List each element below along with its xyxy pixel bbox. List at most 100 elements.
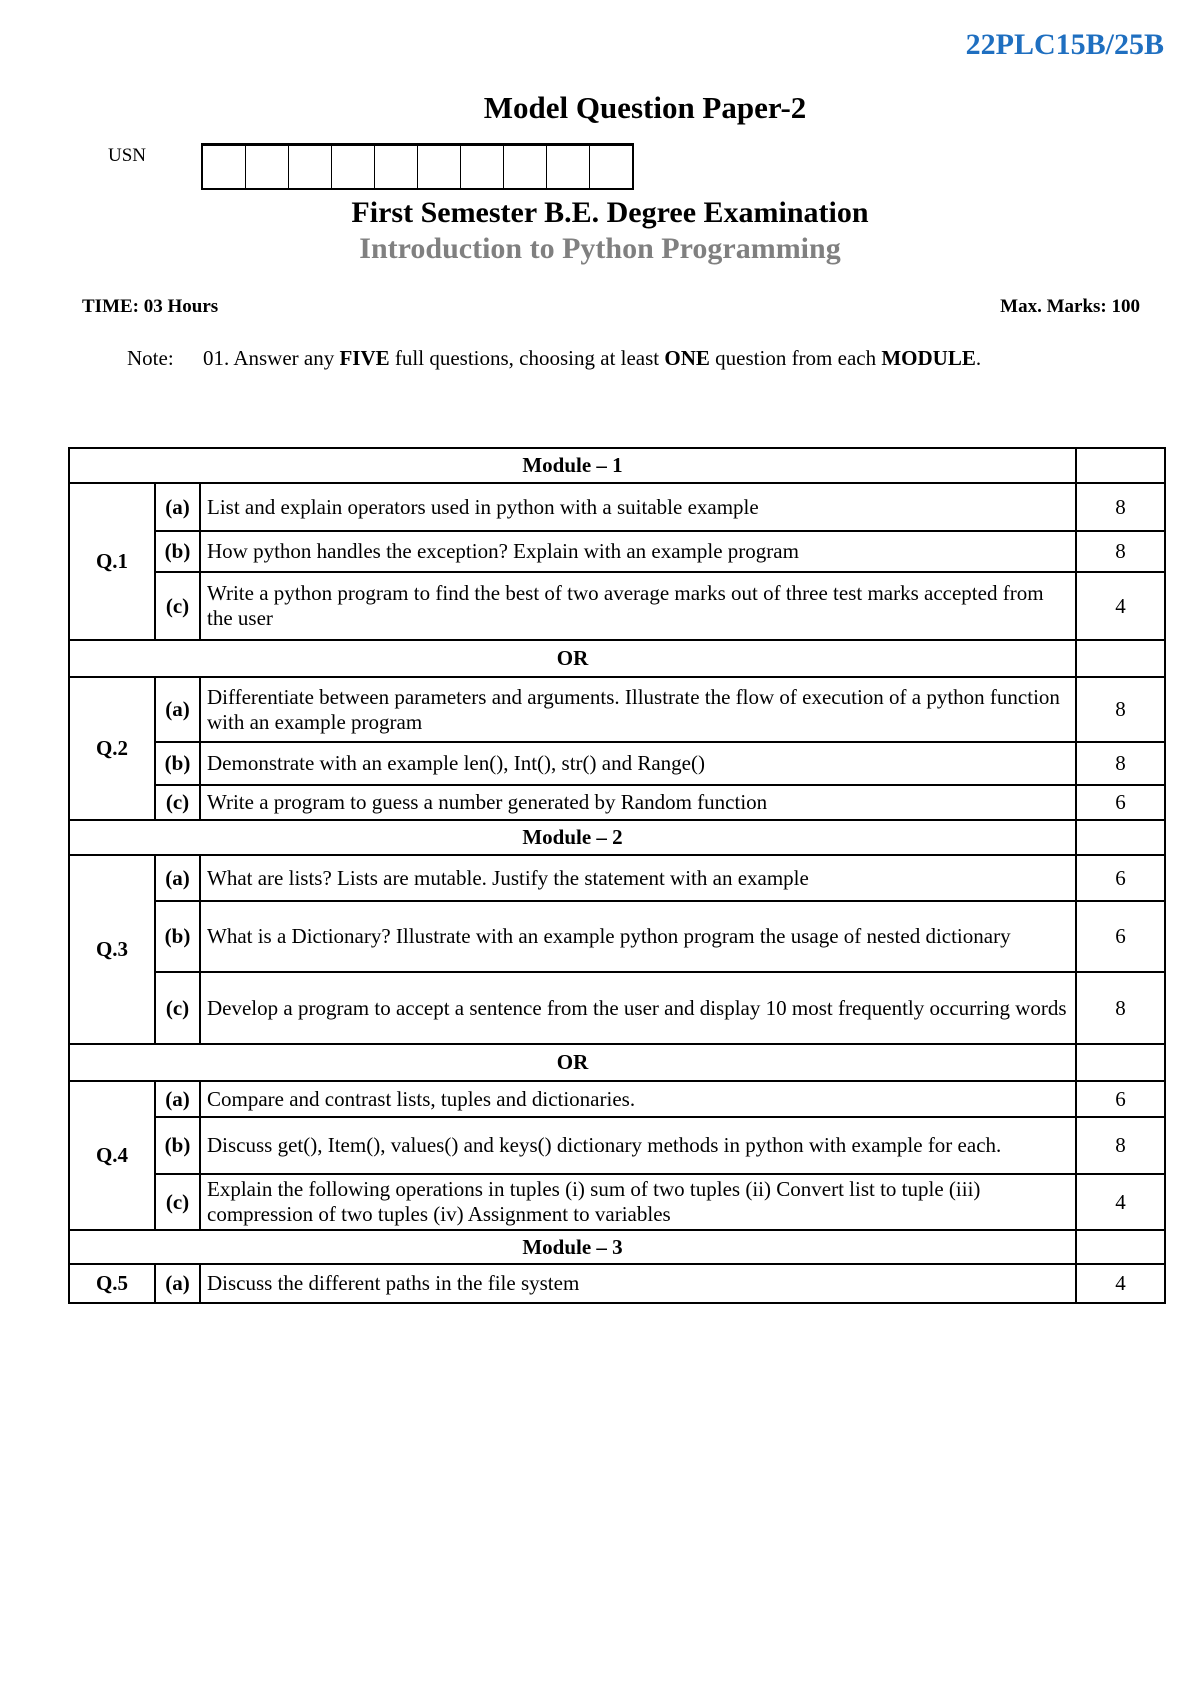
part-label: (a) [154,482,201,532]
marks-value: 8 [1075,971,1166,1045]
section-row: Module – 1 [68,447,1166,484]
marks-value: 8 [1075,482,1166,532]
question-row: Q.3 (a) What are lists? Lists are mutable.… [68,854,1166,1045]
usn-box [375,146,418,188]
paper-title: Model Question Paper-2 [483,90,807,125]
marks-value: 6 [1075,784,1166,821]
question-table: Module – 1 Q.1 (a) List and explain operato… [68,447,1166,1304]
time-label: TIME: 03 Hours [82,296,219,317]
marks-value: 4 [1075,1263,1166,1304]
part-label: (c) [154,971,201,1045]
marks-cell-empty [1075,447,1166,484]
question-number: Q.2 [68,676,156,821]
part-label: (c) [154,1173,201,1231]
question-text: Compare and contrast lists, tuples and d… [199,1080,1077,1118]
question-number: Q.1 [68,482,156,641]
question-row: Q.4 (a) Compare and contrast lists, tuples… [68,1080,1166,1231]
part-label: (b) [154,1116,201,1175]
question-row: Q.1 (a) List and explain operators used in… [68,482,1166,641]
usn-box [461,146,504,188]
marks-value: 4 [1075,571,1166,641]
question-row: (b) How python handles the exception? Exp… [69,530,1166,573]
note-text: full questions, choosing at least [389,346,665,370]
course-code: 22PLC15B/25B [965,28,1164,61]
max-marks-label: Max. Marks: 100 [1000,296,1140,317]
question-row: (c) Write a program to guess a number gen… [69,784,1166,821]
question-row: (b) Demonstrate with an example len(), In… [69,741,1166,786]
question-text: What are lists? Lists are mutable. Justi… [199,854,1077,902]
usn-label: USN [108,145,147,166]
marks-value: 6 [1075,854,1166,902]
marks-cell-empty [1075,819,1166,856]
question-number: Q.3 [68,854,156,1045]
part-label: (b) [154,900,201,973]
usn-box [547,146,590,188]
question-number: Q.4 [68,1080,156,1231]
marks-value: 6 [1075,900,1166,973]
subject-title: Introduction to Python Programming [359,232,841,265]
usn-boxes [201,143,634,190]
usn-box [504,146,547,188]
note-text: question from each [709,346,882,370]
part-label: (b) [154,530,201,573]
question-row: (b) What is a Dictionary? Illustrate with… [69,900,1166,973]
question-row: (c) Explain the following operations in t… [69,1173,1166,1231]
part-label: (a) [154,676,201,743]
section-row: Module – 2 [68,819,1166,856]
question-text: Discuss the different paths in the file … [199,1263,1077,1304]
part-label: (c) [154,571,201,641]
question-text: What is a Dictionary? Illustrate with an… [199,900,1077,973]
section-heading: OR [68,639,1077,678]
question-row: (b) Discuss get(), Item(), values() and k… [69,1116,1166,1175]
question-row: Q.2 (a) Differentiate between parameters a… [68,676,1166,821]
note: Note: 01. Answer any FIVE full questions,… [127,346,981,371]
marks-cell-empty [1075,1229,1166,1265]
section-row: OR [68,1043,1166,1082]
question-text: How python handles the exception? Explai… [199,530,1077,573]
question-number: Q.5 [68,1263,156,1304]
question-text: List and explain operators used in pytho… [199,482,1077,532]
marks-value: 8 [1075,1116,1166,1175]
question-text: Differentiate between parameters and arg… [199,676,1077,743]
question-text: Demonstrate with an example len(), Int()… [199,741,1077,786]
section-heading: OR [68,1043,1077,1082]
note-emphasis: MODULE [881,346,976,370]
usn-box [246,146,289,188]
marks-cell-empty [1075,639,1166,678]
question-row: (c) Write a python program to find the be… [69,571,1166,641]
question-text: Develop a program to accept a sentence f… [199,971,1077,1045]
question-text: Write a python program to find the best … [199,571,1077,641]
section-row: OR [68,639,1166,678]
note-text: . [975,346,982,370]
exam-title: First Semester B.E. Degree Examination [351,196,869,229]
part-label: (c) [154,784,201,821]
marks-cell-empty [1075,1043,1166,1082]
marks-value: 8 [1075,530,1166,573]
marks-value: 8 [1075,741,1166,786]
part-label: (a) [154,1080,201,1118]
question-text: Discuss get(), Item(), values() and keys… [199,1116,1077,1175]
marks-value: 8 [1075,676,1166,743]
note-emphasis: ONE [664,346,710,370]
usn-box [418,146,461,188]
part-label: (b) [154,741,201,786]
marks-value: 6 [1075,1080,1166,1118]
usn-box [289,146,332,188]
note-label: Note: [127,346,174,370]
question-row: (c) Develop a program to accept a sentenc… [69,971,1166,1045]
part-label: (a) [154,854,201,902]
question-text: Write a program to guess a number genera… [199,784,1077,821]
part-label: (a) [154,1263,201,1304]
question-text: Explain the following operations in tupl… [199,1173,1077,1231]
usn-box [203,146,246,188]
note-text: 01. Answer any [203,346,340,370]
section-row: Module – 3 [68,1229,1166,1265]
note-emphasis: FIVE [339,346,390,370]
section-heading: Module – 2 [68,819,1077,856]
section-heading: Module – 1 [68,447,1077,484]
section-heading: Module – 3 [68,1229,1077,1265]
usn-box [590,146,632,188]
usn-box [332,146,375,188]
question-row: Q.5 (a) Discuss the different paths in the… [68,1263,1166,1304]
marks-value: 4 [1075,1173,1166,1231]
